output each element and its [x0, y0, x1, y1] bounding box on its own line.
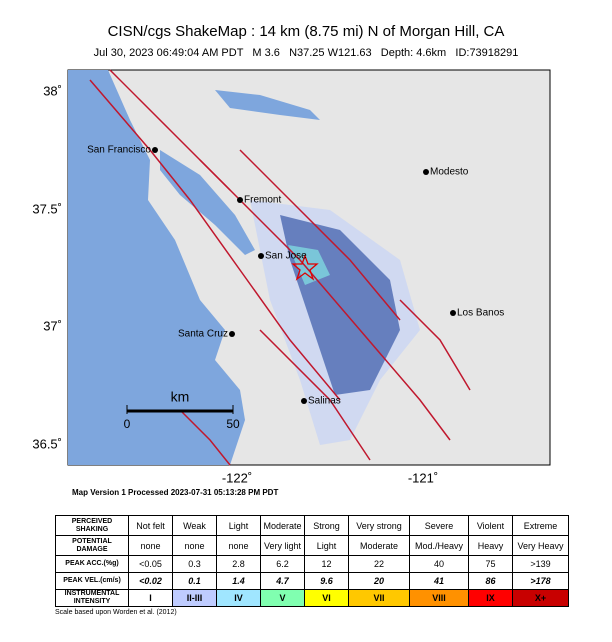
row-label: INSTRUMENTAL INTENSITY — [55, 589, 129, 607]
table-cell: >178 — [512, 572, 569, 590]
lat-label: 37.5˚ — [32, 201, 62, 216]
city-label: Santa Cruz — [178, 329, 228, 340]
table-row: PEAK VEL.(cm/s) <0.02 0.1 1.4 4.7 9.6 20 41 86 >1… — [55, 572, 569, 590]
city-label: Fremont — [244, 195, 281, 206]
table-cell: Mod./Heavy — [409, 535, 469, 556]
table-cell: 1.4 — [216, 572, 261, 590]
table-cell: 20 — [348, 572, 410, 590]
table-cell: 75 — [468, 555, 513, 573]
table-cell: 40 — [409, 555, 469, 573]
subtitle: Jul 30, 2023 06:49:04 AM PDT M 3.6 N37.2… — [94, 47, 519, 59]
table-cell: 12 — [304, 555, 349, 573]
table-cell: II-III — [172, 589, 217, 607]
row-label: PEAK ACC.(%g) — [55, 555, 129, 573]
table-cell: <0.05 — [128, 555, 173, 573]
city-dot — [423, 169, 429, 175]
table-cell: Light — [304, 535, 349, 556]
city-label: Los Banos — [457, 308, 504, 319]
table-cell: Strong — [304, 515, 349, 536]
city-label: San Francisco — [87, 145, 151, 156]
scale-start: 0 — [124, 417, 131, 431]
table-cell: V — [260, 589, 305, 607]
table-cell: 6.2 — [260, 555, 305, 573]
table-cell: Very light — [260, 535, 305, 556]
table-cell: >139 — [512, 555, 569, 573]
row-label: PEAK VEL.(cm/s) — [55, 572, 129, 590]
city-dot — [301, 398, 307, 404]
lat-label: 37˚ — [43, 318, 62, 333]
city-dot — [450, 310, 456, 316]
table-cell: Heavy — [468, 535, 513, 556]
lon-label: -122˚ — [222, 470, 252, 485]
scale-end: 50 — [226, 417, 240, 431]
city-dot — [229, 331, 235, 337]
table-cell: 0.1 — [172, 572, 217, 590]
table-cell: none — [216, 535, 261, 556]
table-cell: Very Heavy — [512, 535, 569, 556]
city-label: San Jose — [265, 251, 307, 262]
table-cell: 4.7 — [260, 572, 305, 590]
table-cell: Extreme — [512, 515, 569, 536]
table-cell: Not felt — [128, 515, 173, 536]
lat-label: 38˚ — [43, 83, 62, 98]
table-cell: <0.02 — [128, 572, 173, 590]
table-cell: Violent — [468, 515, 513, 536]
table-cell: Light — [216, 515, 261, 536]
city-dot — [258, 253, 264, 259]
table-cell: Weak — [172, 515, 217, 536]
table-cell: 86 — [468, 572, 513, 590]
table-cell: 0.3 — [172, 555, 217, 573]
table-row: INSTRUMENTAL INTENSITY I II-III IV V VI VII VII… — [55, 589, 569, 607]
table-cell: I — [128, 589, 173, 607]
table-cell: Moderate — [348, 535, 410, 556]
row-label: POTENTIAL DAMAGE — [55, 535, 129, 556]
city-dot — [152, 147, 158, 153]
version-note: Map Version 1 Processed 2023-07-31 05:13… — [72, 488, 278, 497]
table-cell: none — [172, 535, 217, 556]
table-cell: IX — [468, 589, 513, 607]
table-cell: VI — [304, 589, 349, 607]
scale-unit: km — [171, 389, 190, 405]
lat-label: 36.5˚ — [32, 436, 62, 451]
city-label: Salinas — [308, 396, 341, 407]
table-cell: 22 — [348, 555, 410, 573]
title: CISN/cgs ShakeMap : 14 km (8.75 mi) N of… — [108, 23, 505, 40]
city-label: Modesto — [430, 167, 469, 178]
city-dot — [237, 197, 243, 203]
table-cell: Severe — [409, 515, 469, 536]
table-row: PERCEIVED SHAKING Not felt Weak Light Modera… — [55, 515, 569, 536]
table-cell: 41 — [409, 572, 469, 590]
lon-label: -121˚ — [408, 470, 438, 485]
table-cell: none — [128, 535, 173, 556]
map-art — [67, 69, 551, 466]
table-cell: VII — [348, 589, 410, 607]
table-cell: 2.8 — [216, 555, 261, 573]
table-cell: Very strong — [348, 515, 410, 536]
table-row: PEAK ACC.(%g) <0.05 0.3 2.8 6.2 12 22 40 75 >139 — [55, 555, 569, 573]
table-cell: VIII — [409, 589, 469, 607]
intensity-table: PERCEIVED SHAKING Not felt Weak Light Modera… — [55, 515, 569, 607]
table-cell: Moderate — [260, 515, 305, 536]
row-label: PERCEIVED SHAKING — [55, 515, 129, 536]
table-cell: 9.6 — [304, 572, 349, 590]
footer: Scale based upon Worden et al. (2012) — [55, 609, 177, 616]
table-cell: X+ — [512, 589, 569, 607]
table-cell: IV — [216, 589, 261, 607]
table-row: POTENTIAL DAMAGE none none none Very light Li… — [55, 535, 569, 556]
